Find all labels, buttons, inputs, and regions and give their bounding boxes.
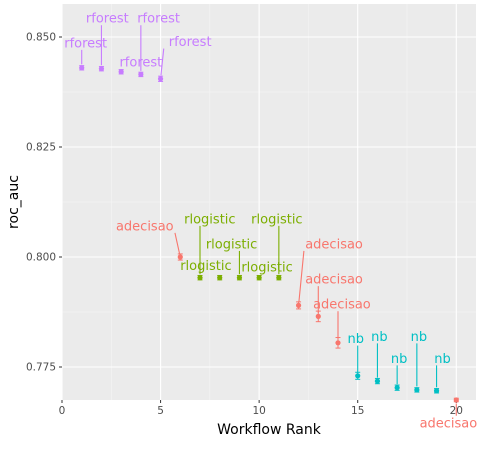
point-label: adecisao	[313, 298, 371, 313]
label-connector	[298, 250, 305, 302]
point-label: rlogistic	[241, 261, 292, 276]
major-gridlines	[61, 4, 476, 400]
point-label: rforest	[64, 36, 107, 51]
point-labels: rforest rforest rforest rforest rforest adeci…	[64, 12, 477, 432]
label-connector	[160, 48, 165, 76]
point-label: adecisao	[420, 416, 478, 431]
data-point	[79, 65, 85, 71]
data-point	[256, 275, 262, 281]
y-tick-label: 0.800	[26, 252, 56, 264]
y-tick-label: 0.850	[26, 32, 56, 44]
x-tick-label: 15	[351, 405, 364, 417]
point-label: rforest	[86, 12, 129, 27]
x-axis-title: Workflow Rank	[217, 422, 322, 438]
point-label: rforest	[119, 56, 162, 71]
data-point	[138, 71, 144, 77]
y-axis-ticks: 0.775 0.800 0.825 0.850	[26, 32, 62, 374]
point-label: rforest	[137, 12, 180, 27]
point-label: adecisao	[305, 237, 363, 252]
x-tick-label: 5	[157, 405, 164, 417]
data-point	[295, 302, 302, 308]
data-point	[453, 397, 459, 403]
data-point	[177, 254, 183, 260]
point-label: rlogistic	[251, 212, 302, 227]
data-point	[315, 313, 321, 319]
point-label: adecisao	[116, 219, 174, 234]
y-tick-label: 0.825	[26, 142, 56, 154]
y-tick-label: 0.775	[26, 362, 56, 374]
data-point	[433, 388, 440, 394]
point-label: nb	[347, 332, 364, 347]
label-connector	[174, 232, 181, 254]
point-label: nb	[434, 352, 451, 367]
minor-gridlines	[62, 4, 476, 400]
point-label: adecisao	[305, 273, 363, 288]
point-label: rforest	[169, 35, 212, 50]
data-point	[118, 69, 124, 75]
data-point	[335, 340, 341, 346]
data-point	[98, 66, 105, 72]
data-point	[355, 373, 361, 379]
data-point	[157, 76, 164, 82]
data-point	[197, 275, 203, 281]
point-label: nb	[391, 352, 408, 367]
point-label: rlogistic	[180, 259, 231, 274]
data-point	[394, 385, 400, 391]
point-label: nb	[411, 330, 428, 345]
data-point	[217, 275, 223, 281]
point-label: rlogistic	[184, 212, 235, 227]
data-point	[414, 387, 420, 393]
y-axis-title: roc_auc	[6, 175, 22, 229]
point-label: nb	[371, 330, 388, 345]
point-label: rlogistic	[206, 237, 257, 252]
data-points	[79, 65, 459, 403]
data-point	[374, 378, 381, 384]
data-point	[236, 275, 243, 281]
label-connectors	[81, 25, 457, 416]
data-point	[276, 275, 282, 281]
x-tick-label: 10	[252, 405, 265, 417]
x-axis-ticks: 0 5 10 15 20	[59, 400, 463, 417]
x-tick-label: 0	[59, 405, 66, 417]
